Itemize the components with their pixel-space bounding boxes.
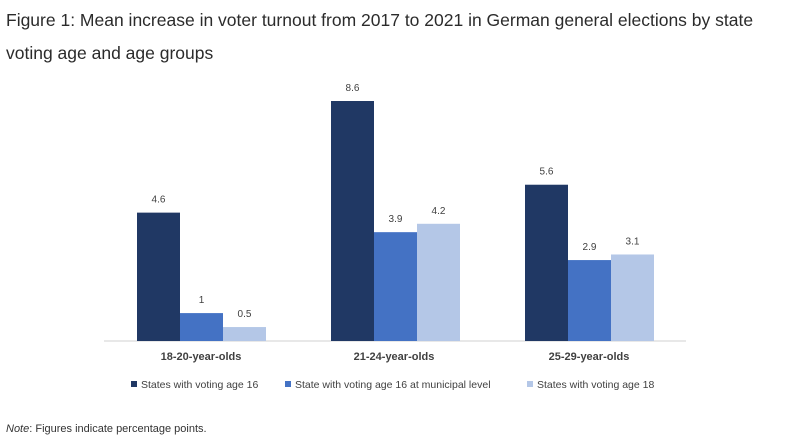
bar-2-1: [180, 313, 223, 341]
bar-2-2: [374, 232, 417, 341]
bar-2-3: [568, 260, 611, 341]
legend-item-1: States with voting age 16: [131, 379, 258, 391]
legend-label-1: States with voting age 16: [141, 379, 258, 391]
value-label-3-2: 4.2: [432, 206, 446, 217]
bar-3-1: [223, 327, 266, 341]
value-label-2-3: 2.9: [583, 242, 597, 253]
legend-label-3: States with voting age 18: [537, 379, 654, 391]
legend-swatch-3: [527, 381, 533, 387]
bar-1-3: [525, 184, 568, 341]
chart-title: Figure 1: Mean increase in voter turnout…: [6, 10, 754, 63]
legend-item-2: State with voting age 16 at municipal le…: [285, 379, 491, 391]
note-text: : Figures indicate percentage points.: [29, 423, 207, 435]
legend-swatch-1: [131, 381, 137, 387]
bar-3-2: [417, 223, 460, 341]
value-label-2-2: 3.9: [389, 214, 403, 225]
value-label-3-1: 0.5: [238, 309, 252, 320]
category-label-1: 18-20-year-olds: [161, 351, 242, 363]
legend: States with voting age 16 State with voti…: [131, 379, 654, 391]
value-label-1-1: 4.6: [152, 195, 166, 206]
value-label-1-2: 8.6: [346, 83, 360, 94]
category-label-3: 25-29-year-olds: [549, 351, 630, 363]
bar-1-1: [137, 212, 180, 341]
category-label-2: 21-24-year-olds: [354, 351, 435, 363]
legend-item-3: States with voting age 18: [527, 379, 654, 391]
value-label-1-3: 5.6: [540, 167, 554, 178]
legend-swatch-2: [285, 381, 291, 387]
legend-label-2: State with voting age 16 at municipal le…: [295, 379, 491, 391]
note-label: Note: [6, 423, 30, 435]
value-label-2-1: 1: [199, 295, 205, 306]
value-labels: 4.6 1 0.5 8.6 3.9 4.2 5.6 2.9 3.1: [152, 83, 640, 320]
value-label-3-3: 3.1: [626, 236, 640, 247]
footnote: Note: Figures indicate percentage points…: [6, 423, 207, 435]
category-labels: 18-20-year-olds 21-24-year-olds 25-29-year…: [161, 351, 630, 363]
bars: [137, 101, 654, 341]
bar-1-2: [331, 101, 374, 341]
bar-3-3: [611, 254, 654, 341]
